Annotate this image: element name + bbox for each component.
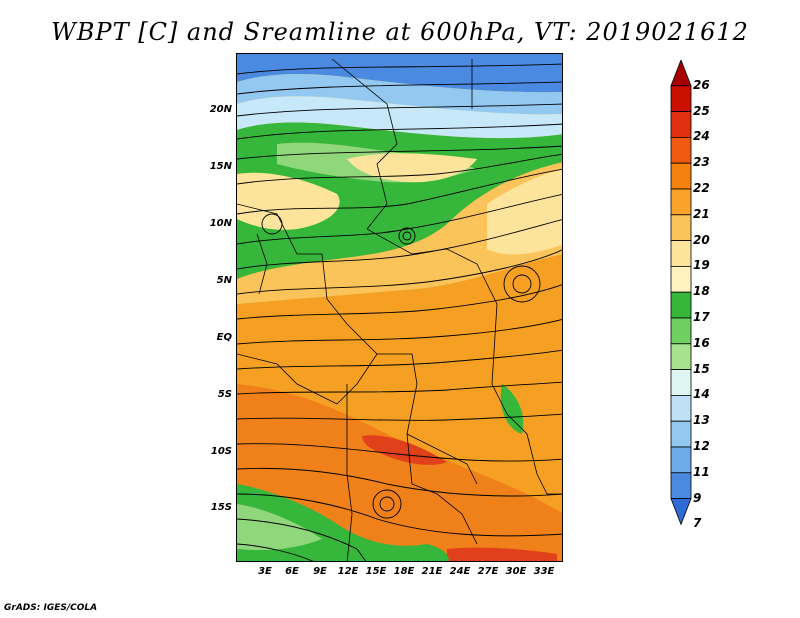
colorbar-box (670, 343, 692, 370)
chart-title: WBPT [C] and Sreamline at 600hPa, VT: 20… (51, 18, 749, 46)
colorbar-box (670, 317, 692, 345)
colorbar-box (670, 137, 692, 164)
lon-label-12e: 12E (337, 566, 359, 577)
colorbar-min-arrow (670, 498, 692, 526)
credit-text: GrADS: IGES/COLA (4, 603, 98, 613)
field-blue-deep (237, 54, 562, 93)
field-yellow-band (237, 162, 562, 304)
colorbar-label: 7 (693, 516, 702, 531)
colorbar-label: 20 (693, 232, 710, 247)
lat-label-5s: 5S (217, 389, 232, 400)
colorbar-label: 11 (693, 464, 710, 479)
field-blue (237, 74, 562, 115)
colorbar-max-arrow (670, 60, 692, 87)
colorbar-label: 22 (693, 181, 710, 195)
colorbar-label: 26 (693, 77, 710, 92)
country-borders (237, 58, 562, 561)
colorbar (670, 60, 692, 526)
lat-label-10s: 10S (210, 446, 232, 457)
lon-label-18e: 18E (393, 566, 415, 577)
colorbar-label: 13 (693, 413, 710, 428)
lon-label-33e: 33E (533, 566, 555, 577)
colorbar-label: 19 (693, 258, 710, 273)
colorbar-label: 17 (693, 310, 710, 324)
streamlines (237, 63, 562, 561)
map-panel (236, 53, 563, 562)
colorbar-label: 18 (693, 284, 710, 299)
field-red-southeast (447, 547, 557, 561)
colorbar-box (670, 265, 692, 293)
lon-label-27e: 27E (477, 566, 499, 577)
lat-label-15s: 15S (210, 502, 232, 513)
colorbar-box (670, 472, 692, 499)
colorbar-box (670, 291, 692, 319)
colorbar-label: 12 (693, 439, 710, 453)
colorbar-box (670, 446, 692, 474)
lat-label-5n: 5N (216, 275, 232, 286)
colorbar-box (670, 240, 692, 267)
field-map (237, 54, 562, 561)
colorbar-label: 15 (693, 361, 710, 376)
field-red-south (362, 435, 447, 465)
colorbar-box (670, 85, 692, 112)
colorbar-label: 24 (693, 129, 710, 144)
colorbar-label: 21 (693, 206, 710, 221)
lon-label-9e: 9E (313, 566, 327, 577)
lon-label-3e: 3E (258, 566, 272, 577)
colorbar-box (670, 111, 692, 138)
lat-label-eq: EQ (216, 332, 232, 343)
field-green-east-lake (500, 384, 524, 434)
field-cream-east (487, 169, 562, 255)
lon-label-24e: 24E (449, 566, 471, 577)
colorbar-box (670, 214, 692, 242)
colorbar-label: 25 (693, 103, 710, 118)
lon-label-30e: 30E (505, 566, 527, 577)
field-cream-west (237, 172, 340, 230)
colorbar-box (670, 188, 692, 216)
field-green-light-south (237, 504, 322, 551)
colorbar-label: 16 (693, 335, 710, 350)
colorbar-label: 14 (693, 387, 710, 402)
lat-label-10n: 10N (209, 218, 232, 229)
colorbar-label: 9 (693, 490, 702, 505)
lon-label-6e: 6E (285, 566, 299, 577)
colorbar-box (670, 162, 692, 190)
colorbar-label: 23 (693, 155, 710, 170)
colorbar-box (670, 394, 692, 422)
lon-label-21e: 21E (421, 566, 443, 577)
colorbar-box (670, 369, 692, 396)
colorbar-box (670, 420, 692, 448)
lat-label-15n: 15N (209, 161, 232, 172)
lat-label-20n: 20N (209, 104, 232, 115)
lon-label-15e: 15E (365, 566, 387, 577)
